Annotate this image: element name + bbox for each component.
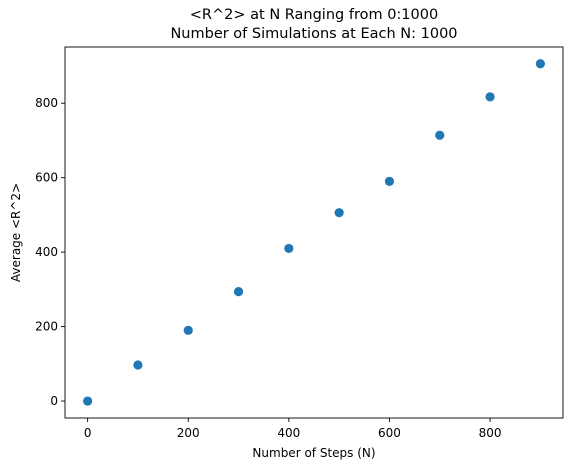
data-points <box>83 59 545 406</box>
x-tick-label: 600 <box>378 426 401 440</box>
data-point <box>384 176 395 187</box>
x-axis-ticks: 0 200 400 600 800 <box>84 418 502 440</box>
data-point <box>435 130 445 140</box>
data-point <box>334 208 344 218</box>
data-point <box>284 243 294 254</box>
y-tick-label: 600 <box>35 171 58 185</box>
y-tick-label: 0 <box>50 394 58 408</box>
y-axis-ticks: 0 200 400 600 800 <box>35 96 65 408</box>
data-point <box>133 360 143 370</box>
y-tick-label: 800 <box>35 96 58 110</box>
chart-title: <R^2> at N Ranging from 0:1000 <box>190 7 438 23</box>
data-point <box>535 59 545 69</box>
y-tick-label: 200 <box>35 320 58 334</box>
chart-subtitle: Number of Simulations at Each N: 1000 <box>170 26 457 42</box>
x-tick-label: 0 <box>84 426 92 440</box>
x-tick-label: 200 <box>177 426 200 440</box>
data-point <box>233 287 244 297</box>
data-point <box>485 92 495 102</box>
x-tick-label: 400 <box>277 426 300 440</box>
x-tick-label: 800 <box>479 426 502 440</box>
y-axis-label: Average <R^2> <box>9 183 23 282</box>
x-axis-label: Number of Steps (N) <box>252 446 375 460</box>
plot-frame <box>64 46 564 419</box>
data-point <box>83 396 93 406</box>
data-point <box>183 325 193 335</box>
y-tick-label: 400 <box>35 245 58 259</box>
